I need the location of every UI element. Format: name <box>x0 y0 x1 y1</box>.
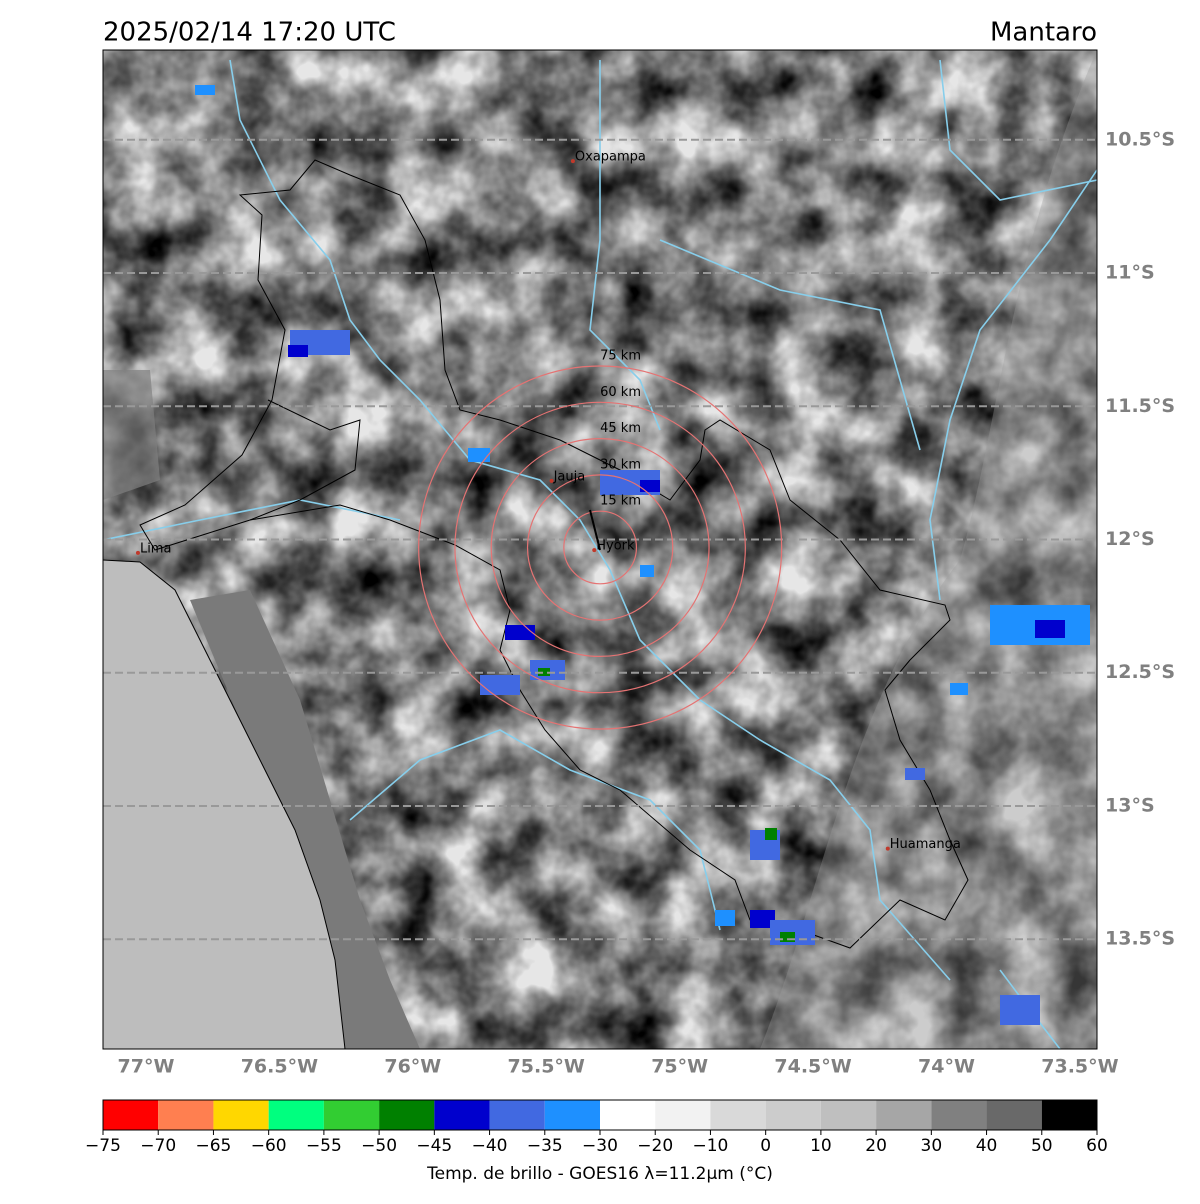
department-boundary <box>249 399 361 521</box>
ring-label: 60 km <box>600 385 641 400</box>
city-label: Huamanga <box>890 837 961 852</box>
colorbar-tick-label: −60 <box>251 1136 287 1156</box>
colorbar-label: Temp. de brillo - GOES16 λ=11.2μm (°C) <box>426 1164 773 1184</box>
ring-label: 45 km <box>600 421 641 436</box>
colorbar-box <box>986 1100 1042 1130</box>
lat-tick-label: 13.5°S <box>1105 928 1175 950</box>
amazon-shade <box>760 50 1097 1049</box>
colorbar-tick-label: −20 <box>637 1136 673 1156</box>
cities: Oxapampa Jauja Hyork Lima Huamanga <box>135 150 961 852</box>
city-label: Lima <box>140 541 171 556</box>
colorbar-tick-label: −75 <box>85 1136 121 1156</box>
colorbar: −75 −70 −65 −60 −55 −50 −45 −40 −35 −30 −20 −10 0 10 2… <box>85 1099 1108 1156</box>
range-ring <box>563 510 638 585</box>
lon-tick-label: 75.5°W <box>508 1056 585 1078</box>
city-marker <box>592 548 597 553</box>
colorbar-box <box>600 1100 656 1130</box>
lon-tick-label: 74°W <box>918 1056 975 1078</box>
lat-tick-label: 12.5°S <box>1105 661 1175 683</box>
lat-tick-label: 12°S <box>1105 528 1155 550</box>
colorbar-tick-label: 50 <box>1031 1136 1053 1156</box>
lat-tick-label: 11.5°S <box>1105 395 1175 417</box>
colorbar-box <box>103 1100 159 1130</box>
range-rings: 15 km 30 km 45 km 60 km 75 km <box>418 349 783 730</box>
map-image: 15 km 30 km 45 km 60 km 75 km Oxapampa Jauja H… <box>103 50 1097 1049</box>
lat-tick-label: 11°S <box>1105 262 1155 284</box>
city-label: Oxapampa <box>575 150 646 165</box>
colorbar-box <box>434 1100 490 1130</box>
coastal-band <box>190 590 420 1049</box>
lon-tick-label: 73.5°W <box>1041 1056 1118 1078</box>
colorbar-box <box>931 1100 987 1130</box>
city-marker <box>135 550 140 555</box>
colorbar-tick-label: −65 <box>195 1136 231 1156</box>
region: Mantaro <box>990 18 1097 48</box>
city-marker <box>885 846 890 851</box>
map-frame <box>102 49 1098 1050</box>
radar-beam <box>589 509 601 551</box>
colorbar-tick-label: −35 <box>527 1136 563 1156</box>
ring-label: 15 km <box>600 494 641 509</box>
title: 2025/02/14 17:20 UTC <box>103 18 396 48</box>
colorbar-box <box>876 1100 932 1130</box>
colorbar-tick-label: −45 <box>416 1136 452 1156</box>
ocean <box>103 560 345 1049</box>
colorbar-tick-label: −10 <box>692 1136 728 1156</box>
ring-label: 75 km <box>600 349 641 364</box>
colorbar-box <box>379 1100 435 1130</box>
cold-cloud-patches <box>195 85 1090 1025</box>
coastline <box>103 559 346 1049</box>
colorbar-box <box>489 1100 545 1130</box>
colorbar-tick-label: 20 <box>865 1136 887 1156</box>
colorbar-box <box>268 1100 324 1130</box>
colorbar-tick-label: 60 <box>1086 1136 1108 1156</box>
colorbar-tick-label: −40 <box>472 1136 508 1156</box>
lon-tick-label: 76°W <box>384 1056 441 1078</box>
city-label: Jauja <box>553 469 586 484</box>
ring-label: 30 km <box>600 457 641 472</box>
colorbar-tick-label: −30 <box>582 1136 618 1156</box>
colorbar-tick-label: −50 <box>361 1136 397 1156</box>
range-ring <box>418 365 783 730</box>
colorbar-box <box>655 1100 711 1130</box>
lon-tick-label: 77°W <box>118 1056 175 1078</box>
lat-tick-label: 10.5°S <box>1105 128 1175 150</box>
colorbar-box <box>158 1100 214 1130</box>
lon-tick-label: 75°W <box>651 1056 708 1078</box>
range-ring <box>526 474 674 621</box>
lon-tick-label: 74.5°W <box>774 1056 851 1078</box>
city-label: Hyork <box>596 539 635 554</box>
colorbar-box <box>710 1100 766 1130</box>
lon-tick-label: 76.5°W <box>241 1056 318 1078</box>
colorbar-box <box>1041 1100 1097 1130</box>
axis-labels: 10.5°S 11°S 11.5°S 12°S 12.5°S 13°S 13.5°S 77°W… <box>118 128 1176 1077</box>
range-ring <box>490 438 710 658</box>
colorbar-tick-label: −55 <box>306 1136 342 1156</box>
colorbar-box <box>213 1100 269 1130</box>
colorbar-box <box>323 1100 380 1130</box>
colorbar-tick-label: 10 <box>810 1136 832 1156</box>
city-marker <box>570 159 575 164</box>
colorbar-tick-label: 40 <box>976 1136 998 1156</box>
colorbar-tick-label: 30 <box>921 1136 943 1156</box>
city-marker <box>549 478 554 483</box>
dark-area <box>103 370 160 500</box>
lat-tick-label: 13°S <box>1105 794 1155 816</box>
colorbar-tick-label: −70 <box>140 1136 176 1156</box>
colorbar-box <box>544 1100 600 1130</box>
colorbar-box <box>765 1100 821 1130</box>
graticule <box>103 138 1097 941</box>
colorbar-tick-label: 0 <box>760 1136 771 1156</box>
range-ring <box>454 401 746 694</box>
colorbar-box <box>820 1100 877 1130</box>
